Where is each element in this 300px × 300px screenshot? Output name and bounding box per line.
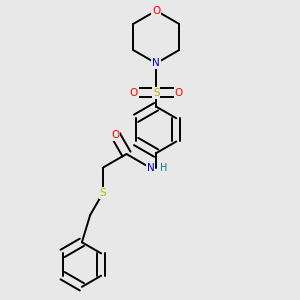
Text: N: N	[152, 58, 160, 68]
Text: O: O	[175, 88, 183, 98]
Text: O: O	[152, 6, 160, 16]
Text: O: O	[111, 130, 119, 140]
Text: N: N	[147, 163, 154, 173]
Text: S: S	[100, 188, 106, 198]
Text: S: S	[153, 88, 160, 98]
Text: O: O	[130, 88, 138, 98]
Text: H: H	[160, 163, 168, 173]
